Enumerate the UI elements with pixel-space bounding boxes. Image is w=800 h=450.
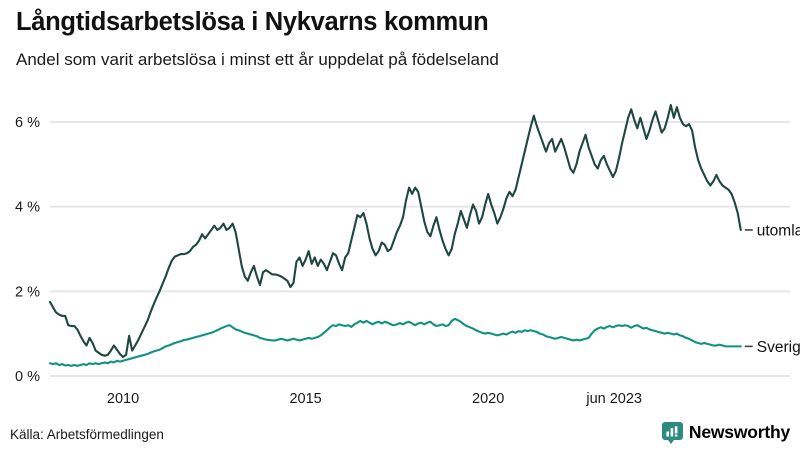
series-line-utomlands — [48, 104, 742, 358]
series-annotations: utomlands: 3,8 % Sverige: 0,7 % — [744, 222, 800, 356]
chart-header: Långtidsarbetslösa i Nykvarns kommun And… — [16, 8, 786, 71]
y-axis-tick-label: 2 % — [15, 284, 40, 300]
bar-chart-icon-svg — [661, 422, 683, 444]
gridlines — [50, 121, 790, 377]
y-axis-tick-label: 4 % — [15, 200, 40, 216]
x-axis-tick-label: 2010 — [107, 391, 139, 407]
series-line-sverige — [48, 317, 742, 367]
y-axis-tick-label: 6 % — [15, 115, 40, 131]
series-label-utomlands: utomlands: 3,8 % — [757, 222, 800, 239]
logo-text: Newsworthy — [688, 422, 790, 443]
x-axis-tick-label: 2015 — [289, 391, 321, 407]
bar-chart-icon — [661, 422, 683, 444]
x-axis-tick-label: 2020 — [472, 391, 504, 407]
newsworthy-logo: Newsworthy — [661, 422, 790, 444]
source-note: Källa: Arbetsförmedlingen — [10, 427, 164, 442]
chart-footer: Källa: Arbetsförmedlingen Newsworthy — [0, 422, 800, 450]
series-lines — [48, 104, 742, 367]
x-axis-tick-labels: 2010 2015 2020 jun 2023 — [107, 391, 642, 407]
y-axis-tick-label: 0 % — [15, 369, 40, 385]
page-subtitle: Andel som varit arbetslösa i minst ett å… — [16, 50, 499, 70]
page-title: Långtidsarbetslösa i Nykvarns kommun — [16, 8, 489, 36]
y-axis-tick-labels: 0 % 2 % 4 % 6 % — [15, 115, 40, 385]
x-axis-tick-label: jun 2023 — [585, 391, 642, 407]
series-label-sverige: Sverige: 0,7 % — [757, 339, 800, 356]
